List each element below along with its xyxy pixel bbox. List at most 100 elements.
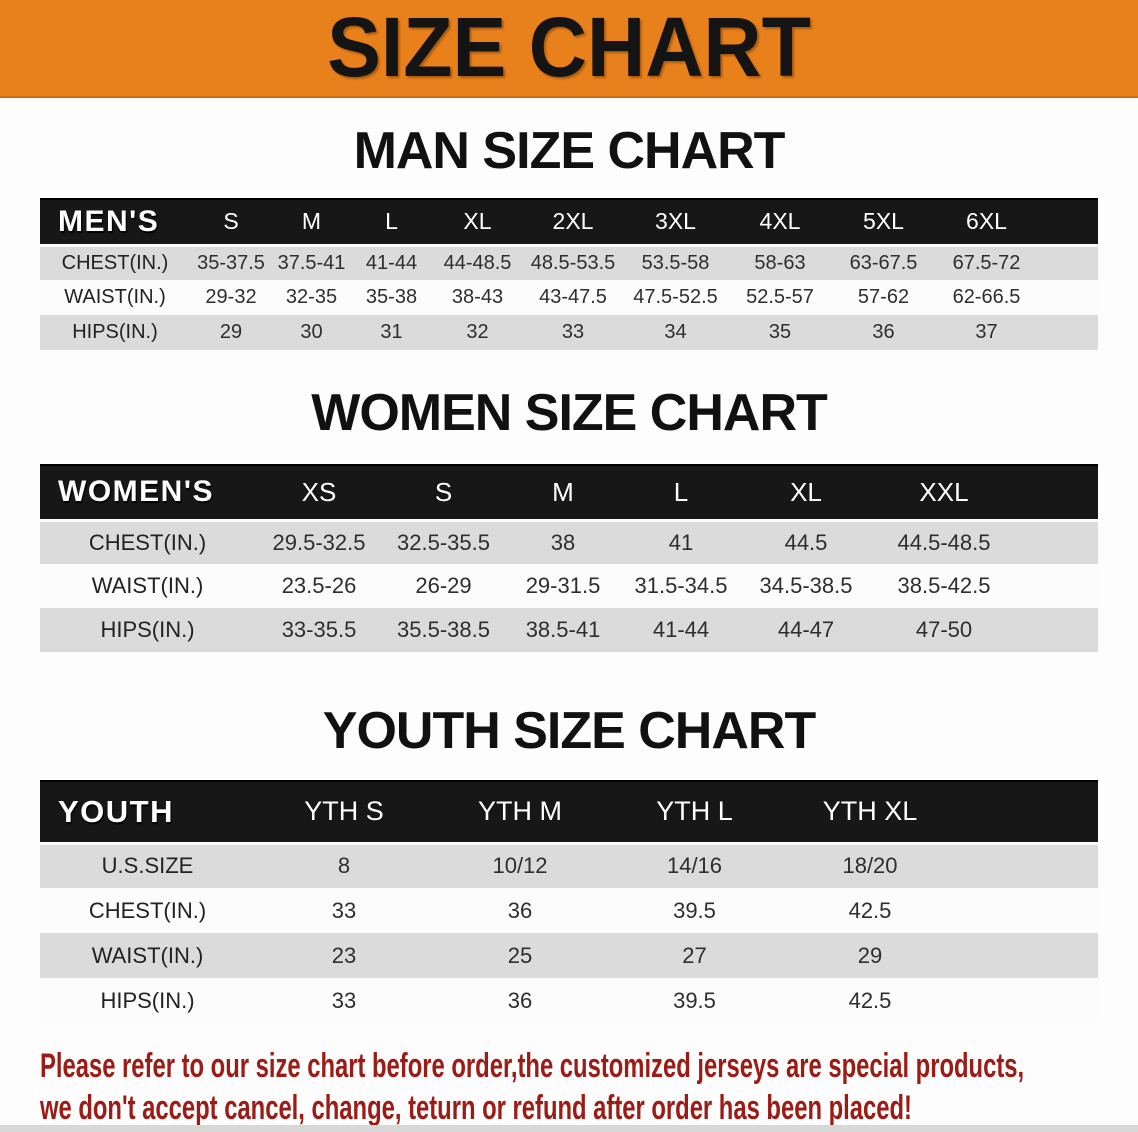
table-row: HIPS(IN.) 33 36 39.5 42.5 [40,978,1098,1023]
size-value-cell: 39.5 [673,897,716,923]
size-value-cell: 38-43 [451,286,504,308]
row-label: HIPS(IN.) [72,321,158,343]
size-value-cell: 39.5 [673,987,716,1013]
size-value-cell: 29-32 [205,286,257,308]
spacer-cell [1016,608,1098,652]
size-value-cell: 44.5 [784,529,828,555]
youth-section-heading: YOUTH SIZE CHART [322,702,816,760]
table-row: HIPS(IN.) 29 30 31 32 33 34 35 36 37 [40,315,1098,350]
size-value-cell: 36 [507,987,533,1013]
spacer-cell [1038,280,1098,315]
size-value-cell: 31.5-34.5 [634,573,728,598]
size-value-cell: 44-47 [777,617,835,642]
size-value-cell: 41 [668,529,694,555]
size-value-cell: 25 [507,942,533,968]
size-value-cell: 32-35 [285,286,338,308]
table-row: WAIST(IN.) 23.5-26 26-29 29-31.5 31.5-34.5 34… [40,564,1098,608]
size-column-header: YTH XL [782,780,958,845]
men-section-heading: MAN SIZE CHART [353,122,786,180]
table-row: CHEST(IN.) 29.5-32.5 32.5-35.5 38 41 44.5 44.5… [40,520,1098,564]
size-value-cell: 29 [219,321,243,343]
size-value-cell: 32.5-35.5 [397,529,490,555]
spacer-cell [1038,245,1098,280]
size-value-cell: 38.5-41 [525,617,601,642]
spacer-cell [958,843,1098,888]
table-row: CHEST(IN.) 35-37.5 37.5-41 41-44 44-48.5 48.5… [40,245,1098,280]
bottom-strip [0,1125,1138,1132]
size-value-cell: 23 [331,942,357,968]
size-value-cell: 57-62 [857,286,910,308]
disclaimer-line-2: we don't accept cancel, change, teturn o… [40,1089,912,1127]
table-row: U.S.SIZE 8 10/12 14/16 18/20 [40,843,1098,888]
banner-title: SIZE CHART [327,0,811,94]
spacer-cell [958,933,1098,978]
size-value-cell: 34 [664,321,687,343]
size-column-header: YTH L [607,780,782,845]
table-row: HIPS(IN.) 33-35.5 35.5-38.5 38.5-41 41-44 44-… [40,608,1098,652]
table-header-row: MEN'S S M L XL 2XL 3XL 4XL 5XL 6XL [40,198,1098,247]
size-column-header: S [190,198,272,247]
size-column-header: M [504,464,622,522]
size-column-header: 3XL [623,198,728,247]
size-value-cell: 63-67.5 [849,251,918,274]
size-value-cell: 36 [507,897,533,923]
row-label: WAIST(IN.) [64,286,166,308]
size-column-header: YTH S [255,780,433,845]
size-value-cell: 23.5-26 [281,573,357,598]
size-value-cell: 26-29 [415,573,472,598]
size-value-cell: 38.5-42.5 [897,573,991,598]
size-value-cell: 42.5 [848,897,892,923]
row-label: WAIST(IN.) [91,573,204,598]
spacer-cell [958,978,1098,1023]
row-label: HIPS(IN.) [100,617,195,642]
size-value-cell: 43-47.5 [539,286,607,308]
size-value-cell: 29-31.5 [525,573,601,598]
size-value-cell: 27 [682,942,707,968]
size-column-header: 6XL [935,198,1038,247]
section-women: WOMEN SIZE CHART WOMEN'S XS S M L XL XXL CHEST(… [0,386,1138,652]
size-value-cell: 48.5-53.5 [530,251,616,274]
size-value-cell: 38 [550,529,576,555]
size-column-header: XL [740,464,872,522]
size-column-header: M [272,198,351,247]
size-value-cell: 52.5-57 [746,286,814,308]
size-value-cell: 34.5-38.5 [759,573,853,598]
size-column-header: 5XL [832,198,935,247]
row-label: U.S.SIZE [101,853,194,879]
size-value-cell: 47.5-52.5 [633,286,718,308]
disclaimer: Please refer to our size chart before or… [40,1045,1138,1129]
spacer-cell [958,780,1098,845]
size-value-cell: 30 [300,321,323,343]
spacer-cell [1016,564,1098,608]
size-column-header: S [383,464,504,522]
banner: SIZE CHART [0,0,1138,98]
size-value-cell: 10/12 [492,853,548,879]
size-column-header: L [622,464,740,522]
size-column-header: XS [255,464,383,522]
size-value-cell: 8 [337,853,351,879]
size-value-cell: 29.5-32.5 [272,529,366,555]
size-column-header: 4XL [728,198,832,247]
men-size-table-grid: MEN'S S M L XL 2XL 3XL 4XL 5XL 6XL CHEST(IN.) 35-37… [40,198,1098,350]
spacer-cell [1038,315,1098,350]
spacer-cell [1016,520,1098,564]
size-value-cell: 37.5-41 [277,251,346,274]
disclaimer-line-1: Please refer to our size chart before or… [40,1047,1025,1085]
size-column-header: XL [432,198,523,247]
size-value-cell: 42.5 [848,987,892,1013]
size-value-cell: 35-38 [365,286,418,308]
size-value-cell: 62-66.5 [952,286,1021,308]
section-men: MAN SIZE CHART MEN'S S M L XL 2XL 3XL 4XL 5XL 6XL… [0,124,1138,350]
size-value-cell: 18/20 [842,853,898,879]
size-value-cell: 14/16 [666,853,723,879]
size-chart-content: MAN SIZE CHART MEN'S S M L XL 2XL 3XL 4XL 5XL 6XL… [0,124,1138,1129]
row-label: WAIST(IN.) [91,942,204,968]
spacer-cell [958,888,1098,933]
size-value-cell: 53.5-58 [641,251,710,274]
size-value-cell: 31 [380,321,403,343]
table-header-label: YOUTH [40,780,255,845]
women-size-table-grid: WOMEN'S XS S M L XL XXL CHEST(IN.) 29.5-32.5 32.5… [40,464,1098,652]
table-header-row: WOMEN'S XS S M L XL XXL [40,464,1098,522]
row-label: CHEST(IN.) [61,251,169,274]
